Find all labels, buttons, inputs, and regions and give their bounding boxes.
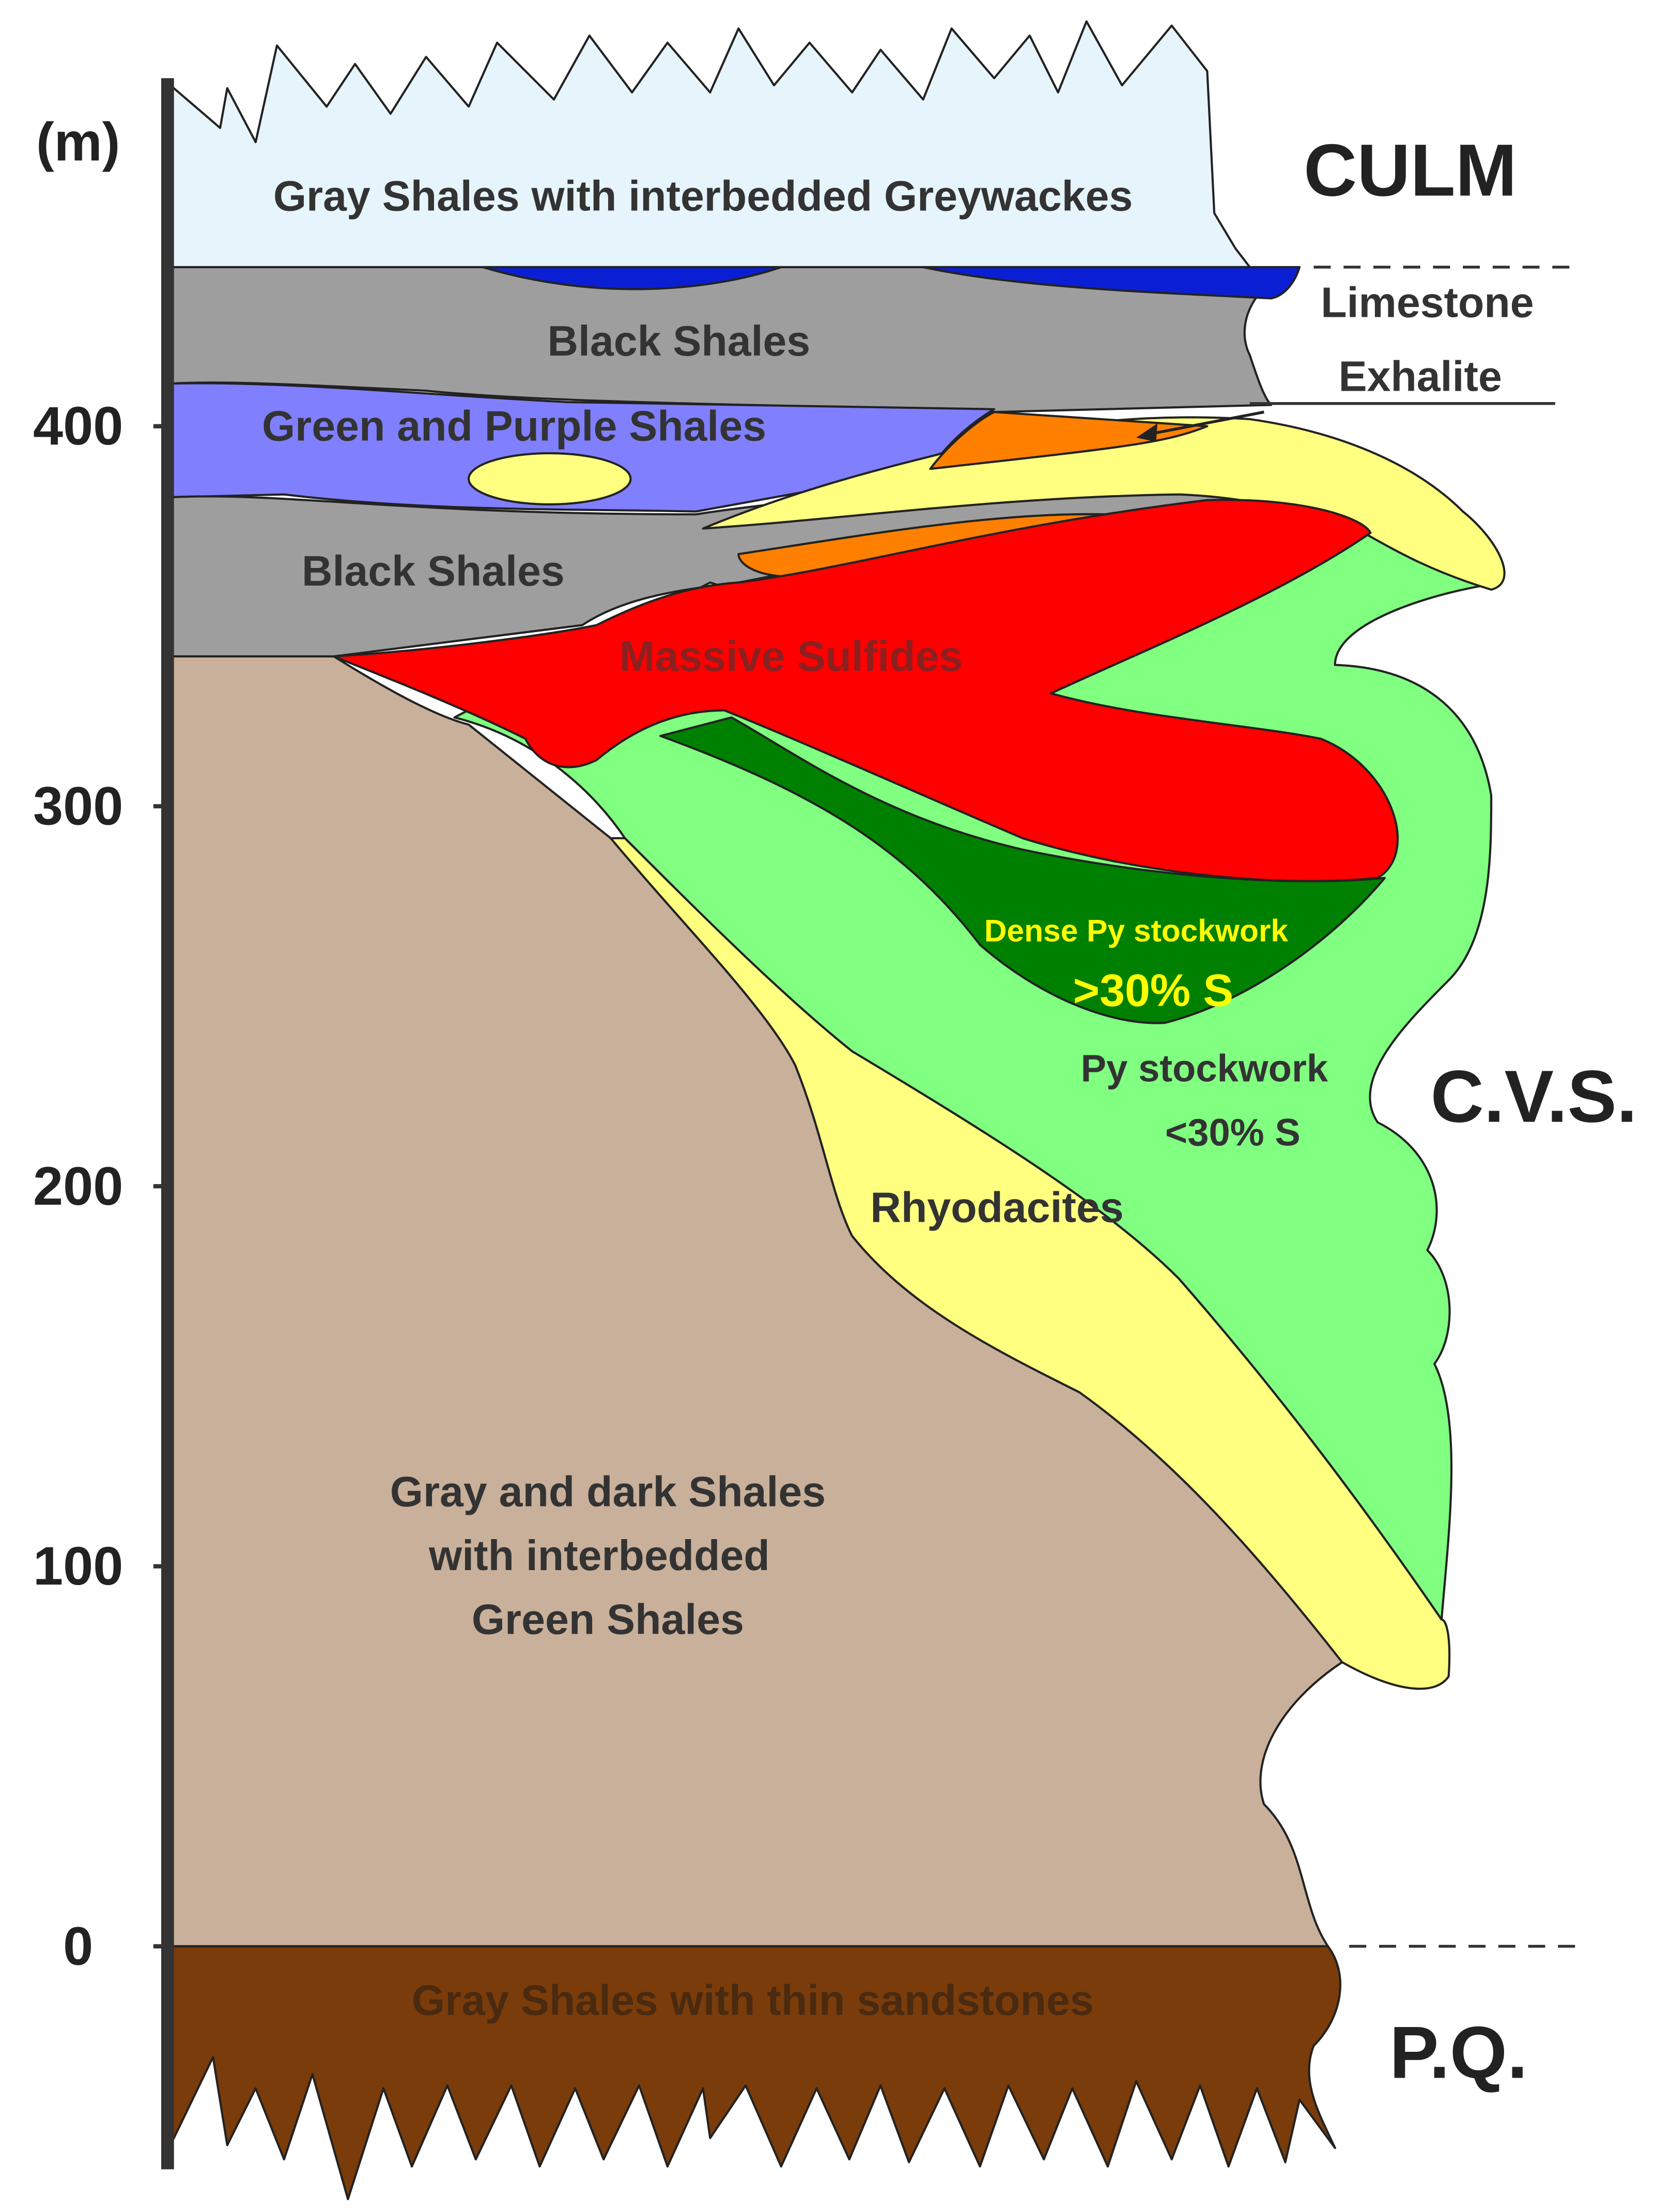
limestone-lens xyxy=(482,266,782,290)
axis-ticks: 0 100 200 300 400 xyxy=(33,396,168,1976)
layer-label: Py stockwork xyxy=(1081,1047,1328,1090)
arrowhead xyxy=(1136,423,1158,442)
layer-label: <30% S xyxy=(1165,1111,1301,1154)
callout-arrow xyxy=(1153,410,1264,435)
unit-label: P.Q. xyxy=(1389,2012,1528,2094)
tick-label: 0 xyxy=(63,1916,93,1976)
layer-label: >30% S xyxy=(1073,964,1233,1016)
layer-label: with interbedded xyxy=(428,1532,770,1579)
layer-label: Rhyodacites xyxy=(870,1184,1123,1232)
callout-label: Limestone xyxy=(1321,279,1534,327)
callout-label: Exhalite xyxy=(1339,353,1502,401)
layer-label: Green and Purple Shales xyxy=(262,403,766,450)
tick-label: 100 xyxy=(33,1536,123,1596)
massive-sulfides xyxy=(332,499,1399,882)
layer-label: Green Shales xyxy=(472,1596,744,1643)
limestone-lens xyxy=(922,266,1301,300)
rhyodacite-lens xyxy=(468,452,632,505)
layer-label: Black Shales xyxy=(302,547,565,595)
tick-label: 400 xyxy=(33,396,123,456)
dense-stockwork xyxy=(659,716,1386,1024)
layer-label: Black Shales xyxy=(547,317,810,365)
layer-label: Gray Shales with interbedded Greywackes xyxy=(273,172,1133,220)
rhyodacites xyxy=(609,837,1451,1690)
culm-layer xyxy=(169,20,1251,268)
layer-label: Gray Shales with thin sandstones xyxy=(412,1976,1094,2024)
layer-label: Dense Py stockwork xyxy=(984,913,1289,948)
layer-label: Gray and dark Shales xyxy=(390,1468,826,1515)
layer-label: Massive Sulfides xyxy=(620,633,963,680)
unit-label: CULM xyxy=(1304,129,1517,211)
axis-unit: (m) xyxy=(36,112,120,172)
tick-label: 300 xyxy=(33,776,123,837)
tick-label: 200 xyxy=(33,1156,123,1217)
exhalite xyxy=(929,411,1209,470)
pq-layer xyxy=(169,1945,1342,2201)
unit-label: C.V.S. xyxy=(1431,1056,1637,1138)
